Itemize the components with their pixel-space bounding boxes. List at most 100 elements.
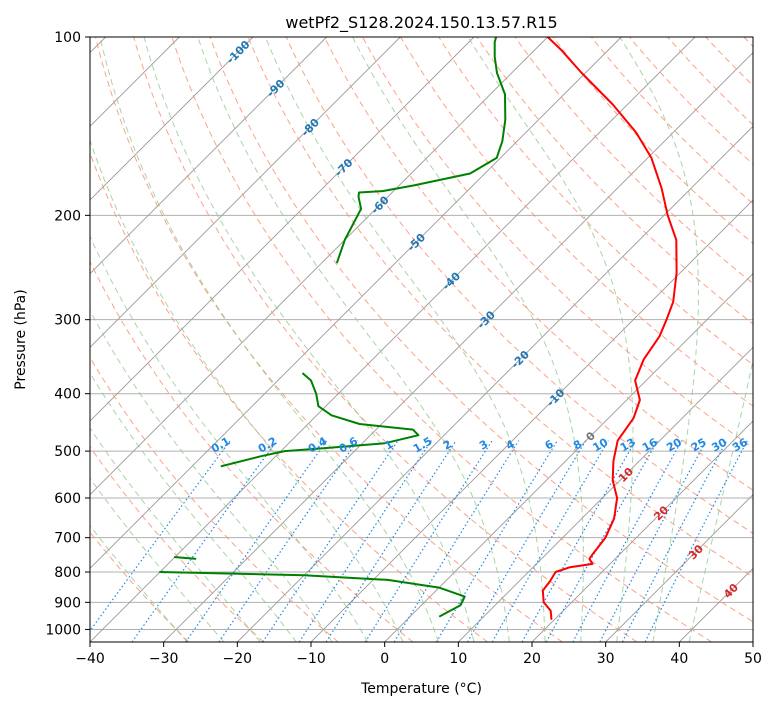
x-tick-label: −30 [149,651,179,667]
moist-adiabat [90,524,188,642]
dry-adiabat [400,37,753,407]
moist-adiabat [197,37,510,642]
moist-adiabat [467,37,634,642]
dry-adiabat [476,37,753,325]
mixing-ratio-label: 3 [477,438,490,453]
mixing-ratio-line [364,440,493,642]
x-tick-label: 10 [449,651,467,667]
moist-adiabat [90,427,261,642]
dry-adiabat [362,37,753,449]
mixing-ratio-line [599,440,707,642]
mixing-ratio-label: 30 [709,435,729,454]
moist-adiabat [688,357,753,642]
dry-adiabat [247,37,753,578]
isotherm-label: 40 [721,581,741,601]
mixing-ratio-line [466,440,587,642]
x-tick-label: −10 [296,651,326,667]
x-axis-ticks: −40 −30 −20 −10 0 10 20 30 40 50 [75,642,762,667]
isotherm-line [90,37,327,275]
y-tick-label: 300 [54,313,81,329]
isotherm-line [163,52,753,642]
mixing-ratio-label: 20 [664,435,684,454]
isotherm-label: 10 [616,465,636,485]
dry-adiabat [591,37,753,205]
mixing-ratio-line [393,440,520,642]
isotherm-label: -50 [405,231,428,254]
y-tick-label: 1000 [45,622,81,638]
mixing-ratio-label: 25 [689,436,709,455]
dry-adiabat [743,37,753,48]
y-axis-ticks: 1000 900 800 700 600 500 400 300 200 100 [45,30,90,638]
mixing-ratio-label: 0.6 [337,434,361,455]
x-tick-label: 20 [523,651,541,667]
moist-adiabat [90,477,225,642]
background-grid [90,37,753,642]
isotherm-line [752,641,753,642]
moist-adiabat [90,138,404,642]
isotherm-line [90,37,696,642]
dry-adiabat [514,37,753,285]
mixing-ratio-label: 16 [640,435,660,454]
mixing-ratio-label: 2 [441,438,454,453]
isotherm-line [90,37,254,201]
dry-adiabat [133,37,638,642]
isotherm-line [605,494,753,642]
y-tick-label: 700 [54,531,81,547]
dry-adiabat [705,37,753,87]
isotherm-line [90,37,401,348]
x-axis-label: Temperature (°C) [360,681,482,697]
moist-adiabat [619,37,699,642]
isotherm-line [90,37,475,422]
isotherm-label: -10 [544,386,567,409]
chart-title: wetPf2_S128.2024.150.13.57.R15 [285,13,557,33]
mixing-ratio-line [298,440,432,642]
dry-adiabat [171,37,712,642]
mixing-ratio-label: 1.5 [411,435,434,456]
moist-adiabat [352,37,584,642]
x-tick-label: 0 [380,651,389,667]
isotherm-line [531,420,753,642]
moist-adiabat [264,37,546,642]
mixing-ratio-line [90,440,231,632]
plot-frame [89,36,754,643]
isotherm-label: -70 [332,156,355,179]
profile-series [159,37,678,620]
isotherm-line [237,125,753,642]
dry-adiabat [553,37,753,245]
dry-adiabat [324,37,753,491]
dry-adiabat [90,151,488,642]
mixing-ratio-label: 8 [571,438,584,453]
series-line [220,372,420,468]
x-tick-label: 30 [597,651,615,667]
dry-adiabat [667,37,753,126]
mixing-ratio-line [262,440,399,642]
isotherm-line [458,346,753,642]
isotherm-label: -80 [299,116,322,139]
y-tick-label: 800 [54,565,81,581]
isotherm-line [90,37,548,496]
dry-adiabat [90,356,339,642]
mixing-ratio-line [185,440,328,642]
mixing-ratio-line [572,440,683,642]
isotherm-label: -20 [509,348,532,371]
series-line [541,37,678,620]
moist-adiabat [99,37,439,642]
series-line [159,571,466,618]
x-tick-label: 50 [744,651,762,667]
isotherm-label: -100 [224,38,253,67]
y-tick-label: 900 [54,595,81,611]
mixing-ratio-line [644,440,748,642]
mixing-ratio-line [435,440,558,642]
x-tick-label: −40 [75,651,105,667]
moist-adiabat [90,309,333,642]
mixing-ratio-label: 1 [382,438,395,453]
y-tick-label: 500 [54,444,81,460]
mixing-ratio-line [218,440,358,642]
mixing-ratio-line [521,440,637,642]
series-line [336,37,507,264]
dry-adiabat [90,445,264,642]
isotherm-label: -40 [440,269,463,292]
mixing-ratio-label: 0.1 [209,435,232,456]
dry-adiabat [629,37,753,165]
